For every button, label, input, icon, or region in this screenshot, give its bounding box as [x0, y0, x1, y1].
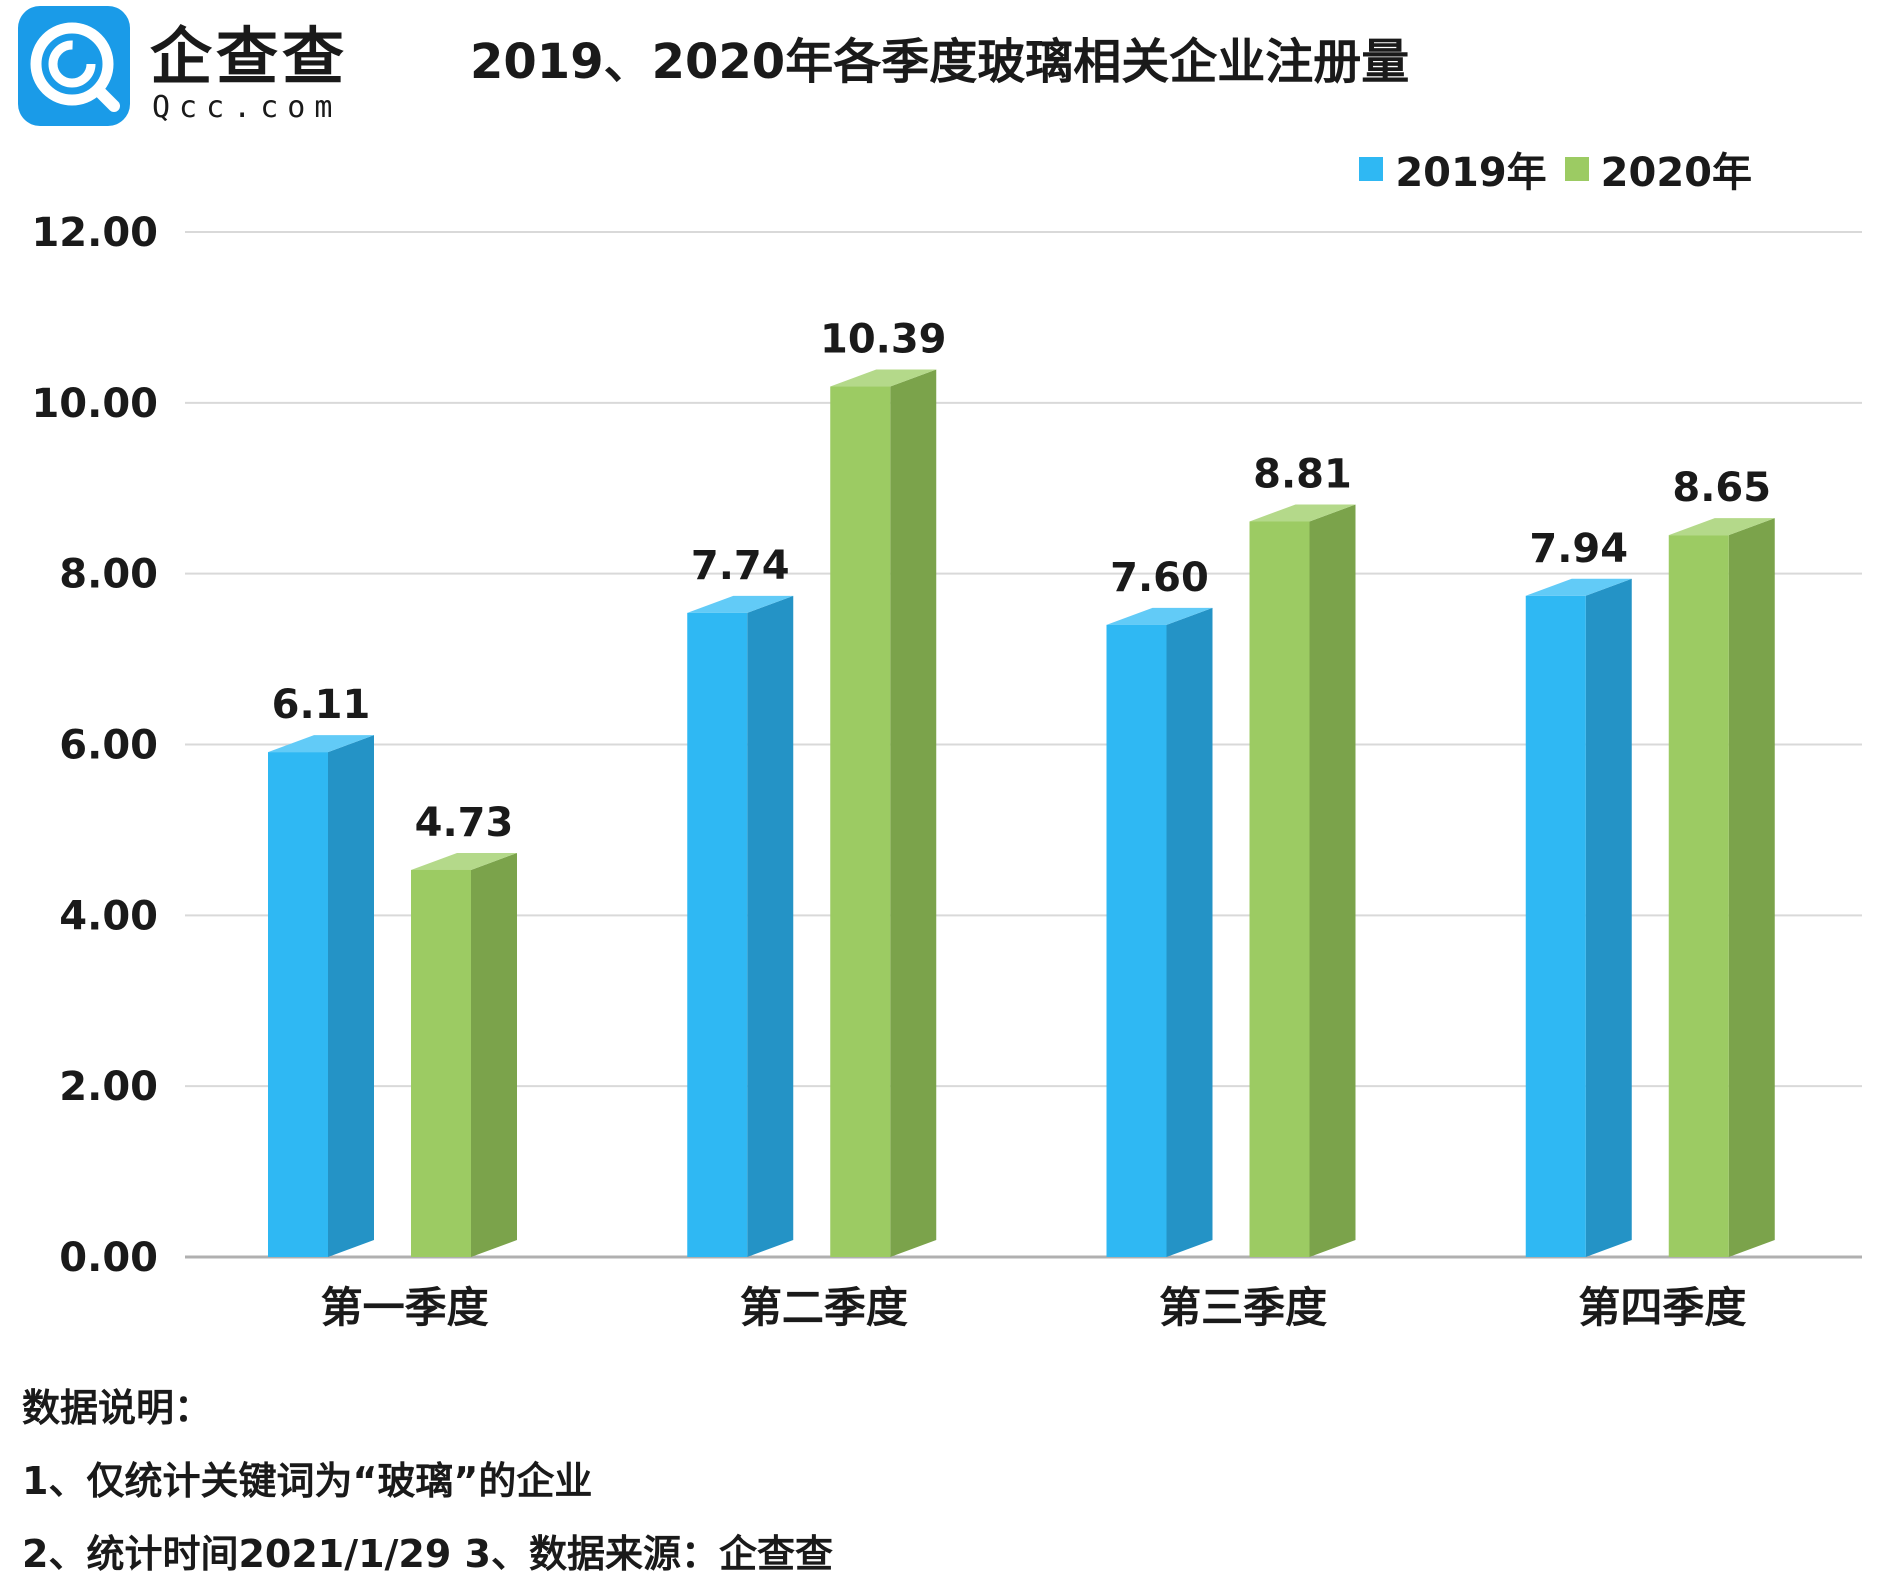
data-label: 7.60 [1110, 555, 1209, 601]
x-tick-label: 第一季度 [321, 1283, 489, 1332]
y-tick-label: 4.00 [59, 893, 158, 939]
y-tick-label: 6.00 [59, 723, 158, 769]
bar-top [411, 852, 517, 870]
data-label: 10.39 [820, 317, 947, 363]
bar [1525, 595, 1586, 1257]
bar-side [890, 369, 937, 1257]
note-heading: 数据说明： [22, 1386, 213, 1430]
data-notes: 数据说明： 1、仅统计关键词为“玻璃”的企业 2、统计时间2021/1/29 3… [22, 1372, 833, 1591]
data-label: 8.65 [1672, 465, 1771, 511]
bar-side [1166, 607, 1213, 1257]
bar-top [687, 595, 794, 613]
legend-swatch-2020 [1564, 157, 1589, 181]
bar [411, 869, 471, 1257]
x-tick-label: 第四季度 [1578, 1283, 1746, 1332]
bar-side [747, 595, 794, 1257]
note-line-1: 1、仅统计关键词为“玻璃”的企业 [22, 1459, 593, 1503]
bar-top [1525, 578, 1632, 596]
bar-side [328, 735, 374, 1257]
y-tick-label: 10.00 [31, 381, 158, 427]
data-label: 7.74 [691, 543, 790, 589]
bar [1249, 521, 1310, 1257]
bar [268, 752, 328, 1257]
x-tick-label: 第三季度 [1159, 1283, 1327, 1332]
bar [1668, 535, 1729, 1257]
qcc-logo: 企查查 Qcc.com [18, 6, 368, 126]
chart-legend: 2019年 2020年 [1341, 140, 1752, 198]
bar-side [1309, 504, 1356, 1258]
data-label: 6.11 [272, 682, 371, 728]
bar-side [471, 852, 517, 1257]
magnifier-icon [30, 22, 120, 112]
legend-label-2019: 2019年 [1395, 150, 1547, 196]
brand-name: 企查查 [150, 20, 349, 93]
legend-item-2020: 2020年 [1564, 140, 1752, 198]
x-tick-label: 第二季度 [740, 1283, 908, 1332]
y-tick-label: 8.00 [59, 552, 158, 598]
bar-chart: 0.00 2.00 4.00 6.00 8.00 10.00 12.00 6.11 4.73 第一… [31, 210, 1862, 1332]
data-label: 7.94 [1529, 526, 1628, 572]
bar [1106, 624, 1167, 1257]
bar-side [1728, 518, 1775, 1257]
bar [687, 612, 748, 1257]
data-label: 8.81 [1253, 451, 1352, 497]
brand-url: Qcc.com [152, 90, 342, 125]
bar-top [1668, 518, 1775, 536]
bar [830, 386, 891, 1257]
legend-swatch-2019 [1359, 157, 1384, 181]
legend-item-2019: 2019年 [1359, 140, 1547, 198]
y-tick-label: 12.00 [31, 210, 158, 256]
note-line-2: 2、统计时间2021/1/29 3、数据来源：企查查 [22, 1532, 833, 1576]
y-tick-label: 2.00 [59, 1064, 158, 1110]
bar-side [1585, 578, 1632, 1257]
chart-title: 2019、2020年各季度玻璃相关企业注册量 [470, 34, 1410, 90]
bar-top [1249, 504, 1356, 522]
y-tick-label: 0.00 [59, 1235, 158, 1281]
data-label: 4.73 [415, 800, 514, 846]
bar-top [268, 735, 374, 753]
qcc-logo-badge [18, 6, 130, 126]
bar-top [1106, 607, 1213, 625]
legend-label-2020: 2020年 [1600, 150, 1752, 196]
bar-top [830, 369, 937, 387]
